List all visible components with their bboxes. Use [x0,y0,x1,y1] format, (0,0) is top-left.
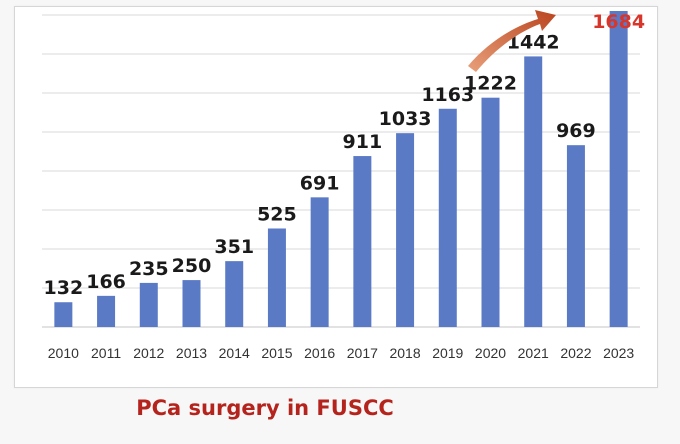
value-label-2015: 525 [257,203,297,225]
x-tick-2014: 2014 [219,345,250,361]
value-label-2010: 132 [44,277,84,299]
value-label-2018: 1033 [379,108,432,130]
x-tick-2011: 2011 [91,345,121,361]
bar-2021 [524,56,543,328]
bar-2022 [566,145,585,327]
bars [54,11,628,328]
bar-2010 [54,302,73,327]
value-label-2011: 166 [86,271,126,293]
bar-2020 [481,97,500,327]
value-label-2012: 235 [129,258,169,280]
bar-2017 [353,156,372,327]
bar-2018 [396,133,415,327]
trend-arrow-icon [468,10,556,72]
bar-2011 [97,295,116,327]
bar-2016 [310,197,329,327]
bar-2012 [139,282,158,327]
x-tick-2019: 2019 [432,345,463,361]
value-label-2020: 1222 [464,73,517,95]
bar-2013 [182,280,201,327]
value-label-2013: 250 [172,255,212,277]
x-tick-2012: 2012 [133,345,164,361]
chart-frame [14,6,658,388]
bar-2014 [225,261,244,327]
value-label-2017: 911 [343,131,383,153]
bar-2015 [267,228,286,327]
value-label-2022: 969 [556,120,596,142]
value-label-2016: 691 [300,172,340,194]
value-label-2019: 1163 [421,84,474,106]
x-tick-2016: 2016 [304,345,335,361]
x-tick-2015: 2015 [261,345,292,361]
x-tick-2010: 2010 [48,345,79,361]
x-tick-2017: 2017 [347,345,378,361]
x-tick-2013: 2013 [176,345,207,361]
x-tick-2022: 2022 [560,345,591,361]
gridlines [42,14,640,328]
x-tick-2018: 2018 [389,345,420,361]
x-tick-2023: 2023 [603,345,634,361]
chart-caption: PCa surgery in FUSCC [136,396,394,420]
value-label-2014: 351 [214,236,254,258]
bar-2023 [609,11,628,328]
x-tick-2021: 2021 [518,345,549,361]
bar-2019 [438,108,457,327]
value-label-2023: 1684 [592,11,645,33]
x-tick-2020: 2020 [475,345,506,361]
value-label-2021: 1442 [507,31,560,53]
x-tick-labels: 2010 2011 2012 2013 2014 2015 2016 2017 2018 2019… [48,345,635,361]
